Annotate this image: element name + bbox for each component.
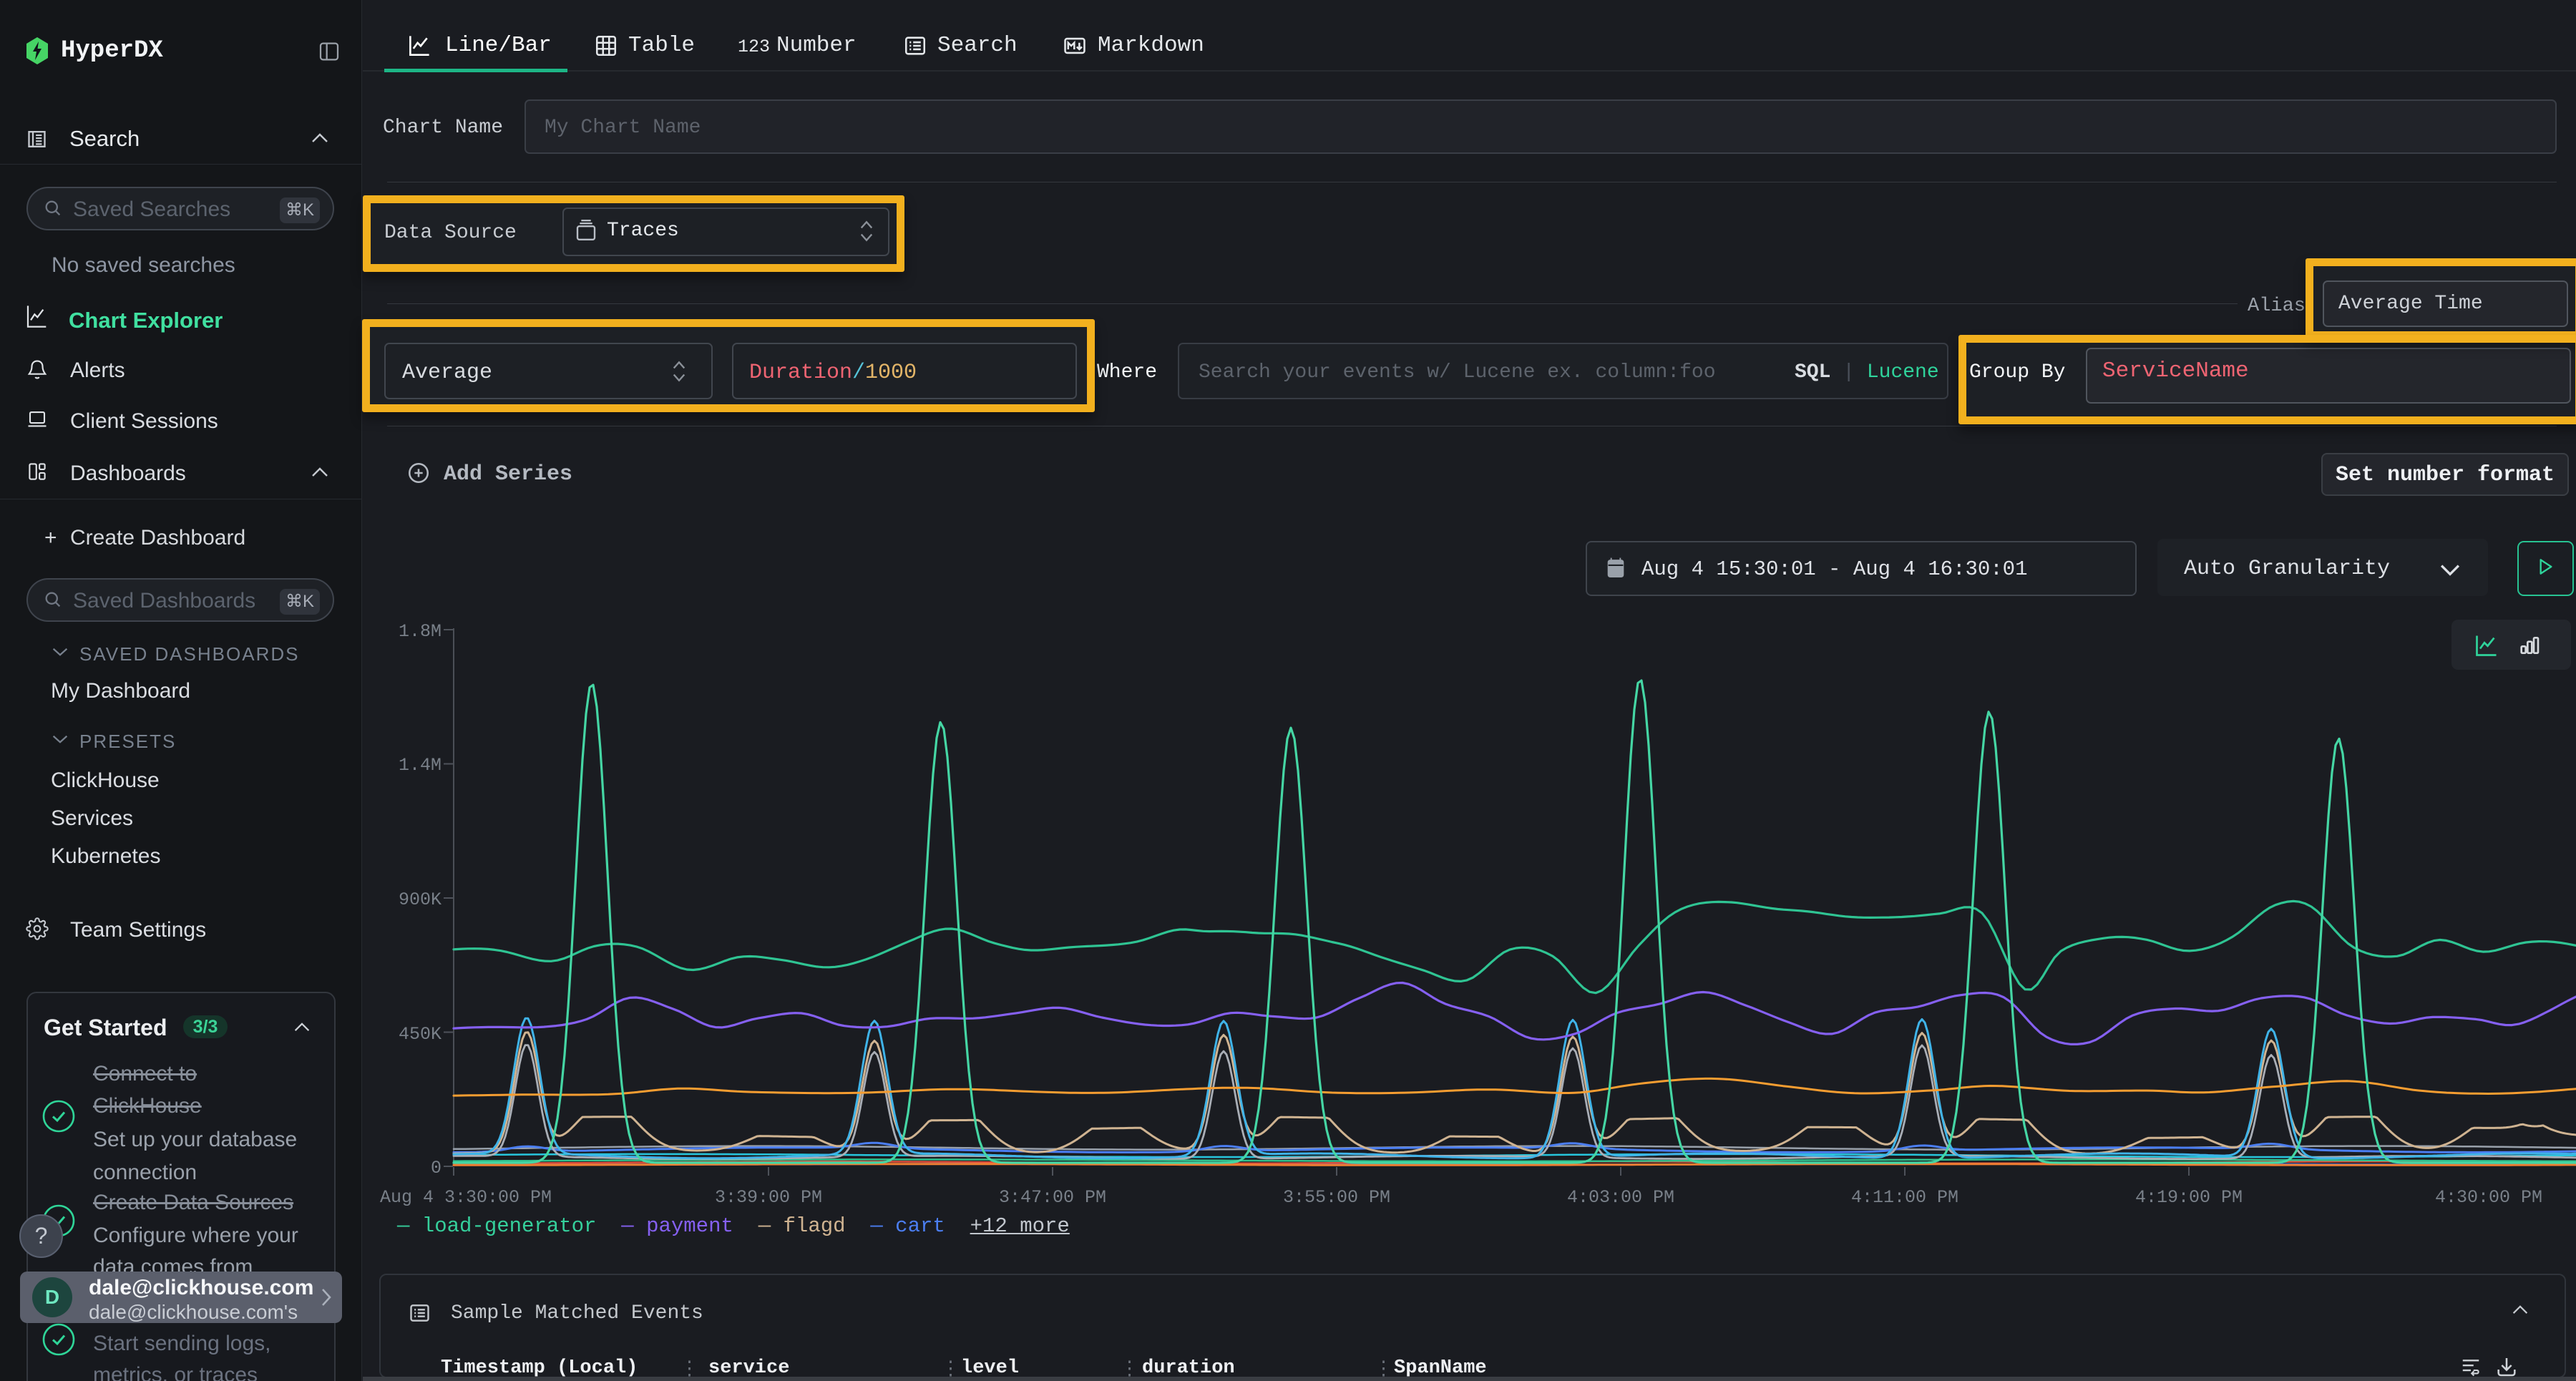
svg-text:450K: 450K — [399, 1024, 441, 1045]
svg-text:1.8M: 1.8M — [399, 621, 441, 642]
svg-text:3:39:00 PM: 3:39:00 PM — [715, 1187, 822, 1208]
svg-text:4:30:00 PM: 4:30:00 PM — [2435, 1187, 2542, 1208]
svg-text:1.4M: 1.4M — [399, 755, 441, 776]
svg-text:3:47:00 PM: 3:47:00 PM — [999, 1187, 1106, 1208]
svg-text:Aug 4 3:30:00 PM: Aug 4 3:30:00 PM — [380, 1187, 552, 1208]
svg-text:0: 0 — [431, 1158, 441, 1179]
svg-text:900K: 900K — [399, 889, 441, 910]
svg-text:4:19:00 PM: 4:19:00 PM — [2135, 1187, 2243, 1208]
svg-text:3:55:00 PM: 3:55:00 PM — [1283, 1187, 1390, 1208]
svg-text:4:11:00 PM: 4:11:00 PM — [1851, 1187, 1958, 1208]
svg-text:4:03:00 PM: 4:03:00 PM — [1567, 1187, 1674, 1208]
